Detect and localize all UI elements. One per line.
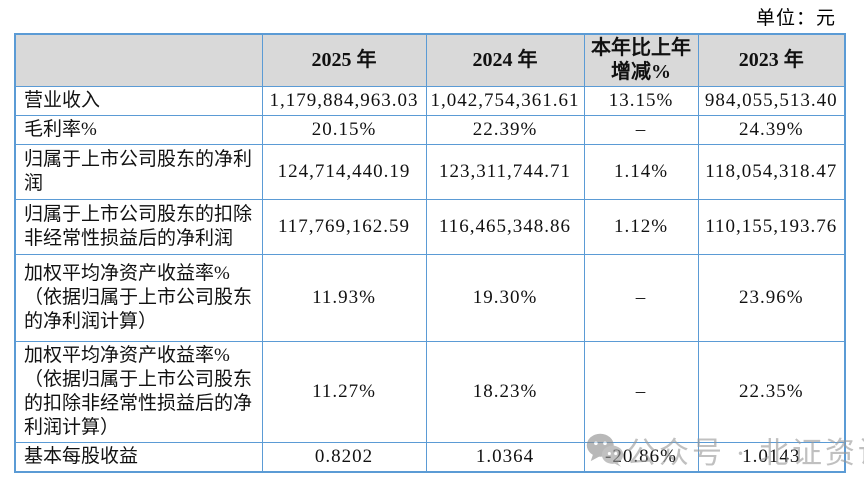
row-label: 归属于上市公司股东的净利润 — [14, 143, 263, 200]
cell-2023: 1.0143 — [697, 441, 846, 472]
col-header-2023: 2023 年 — [697, 33, 846, 87]
cell-2025: 117,769,162.59 — [261, 198, 427, 255]
cell-2024: 123,311,744.71 — [425, 143, 585, 200]
cell-change: 1.14% — [583, 143, 699, 200]
table-row: 基本每股收益 0.8202 1.0364 -20.86% 1.0143 — [14, 441, 846, 472]
cell-2024: 1.0364 — [425, 441, 585, 472]
cell-change: -20.86% — [583, 441, 699, 472]
row-label: 加权平均净资产收益率%（依据归属于上市公司股东的扣除非经常性损益后的净利润计算） — [14, 340, 263, 443]
row-label: 基本每股收益 — [14, 441, 263, 472]
cell-change: – — [583, 114, 699, 145]
cell-2023: 24.39% — [697, 114, 846, 145]
table-row: 归属于上市公司股东的净利润 124,714,440.19 123,311,744… — [14, 143, 846, 200]
cell-change: – — [583, 340, 699, 443]
col-header-2024: 2024 年 — [425, 33, 585, 87]
cell-2024: 19.30% — [425, 253, 585, 342]
col-header-blank — [14, 33, 263, 87]
cell-2024: 22.39% — [425, 114, 585, 145]
cell-2024: 1,042,754,361.61 — [425, 85, 585, 116]
cell-change: 13.15% — [583, 85, 699, 116]
cell-2025: 20.15% — [261, 114, 427, 145]
cell-2024: 18.23% — [425, 340, 585, 443]
col-header-2025: 2025 年 — [261, 33, 427, 87]
table-row: 加权平均净资产收益率%（依据归属于上市公司股东的净利润计算） 11.93% 19… — [14, 253, 846, 342]
cell-2025: 11.93% — [261, 253, 427, 342]
unit-label: 单位：元 — [755, 8, 836, 29]
table-row: 归属于上市公司股东的扣除非经常性损益后的净利润 117,769,162.59 1… — [14, 198, 846, 255]
row-label: 毛利率% — [14, 114, 263, 145]
row-label: 营业收入 — [14, 85, 263, 116]
cell-2023: 118,054,318.47 — [697, 143, 846, 200]
cell-change: 1.12% — [583, 198, 699, 255]
header-row: 2025 年 2024 年 本年比上年增减% 2023 年 — [14, 33, 846, 87]
table-row: 加权平均净资产收益率%（依据归属于上市公司股东的扣除非经常性损益后的净利润计算）… — [14, 340, 846, 443]
cell-2023: 22.35% — [697, 340, 846, 443]
cell-2025: 124,714,440.19 — [261, 143, 427, 200]
table-row: 毛利率% 20.15% 22.39% – 24.39% — [14, 114, 846, 145]
cell-2025: 11.27% — [261, 340, 427, 443]
cell-2025: 1,179,884,963.03 — [261, 85, 427, 116]
row-label: 归属于上市公司股东的扣除非经常性损益后的净利润 — [14, 198, 263, 255]
cell-2023: 984,055,513.40 — [697, 85, 846, 116]
cell-2023: 23.96% — [697, 253, 846, 342]
row-label: 加权平均净资产收益率%（依据归属于上市公司股东的净利润计算） — [14, 253, 263, 342]
col-header-change: 本年比上年增减% — [583, 33, 699, 87]
financial-summary-table: 2025 年 2024 年 本年比上年增减% 2023 年 营业收入 1,179… — [14, 33, 846, 473]
cell-change: – — [583, 253, 699, 342]
cell-2025: 0.8202 — [261, 441, 427, 472]
cell-2023: 110,155,193.76 — [697, 198, 846, 255]
table-row: 营业收入 1,179,884,963.03 1,042,754,361.61 1… — [14, 85, 846, 116]
cell-2024: 116,465,348.86 — [425, 198, 585, 255]
